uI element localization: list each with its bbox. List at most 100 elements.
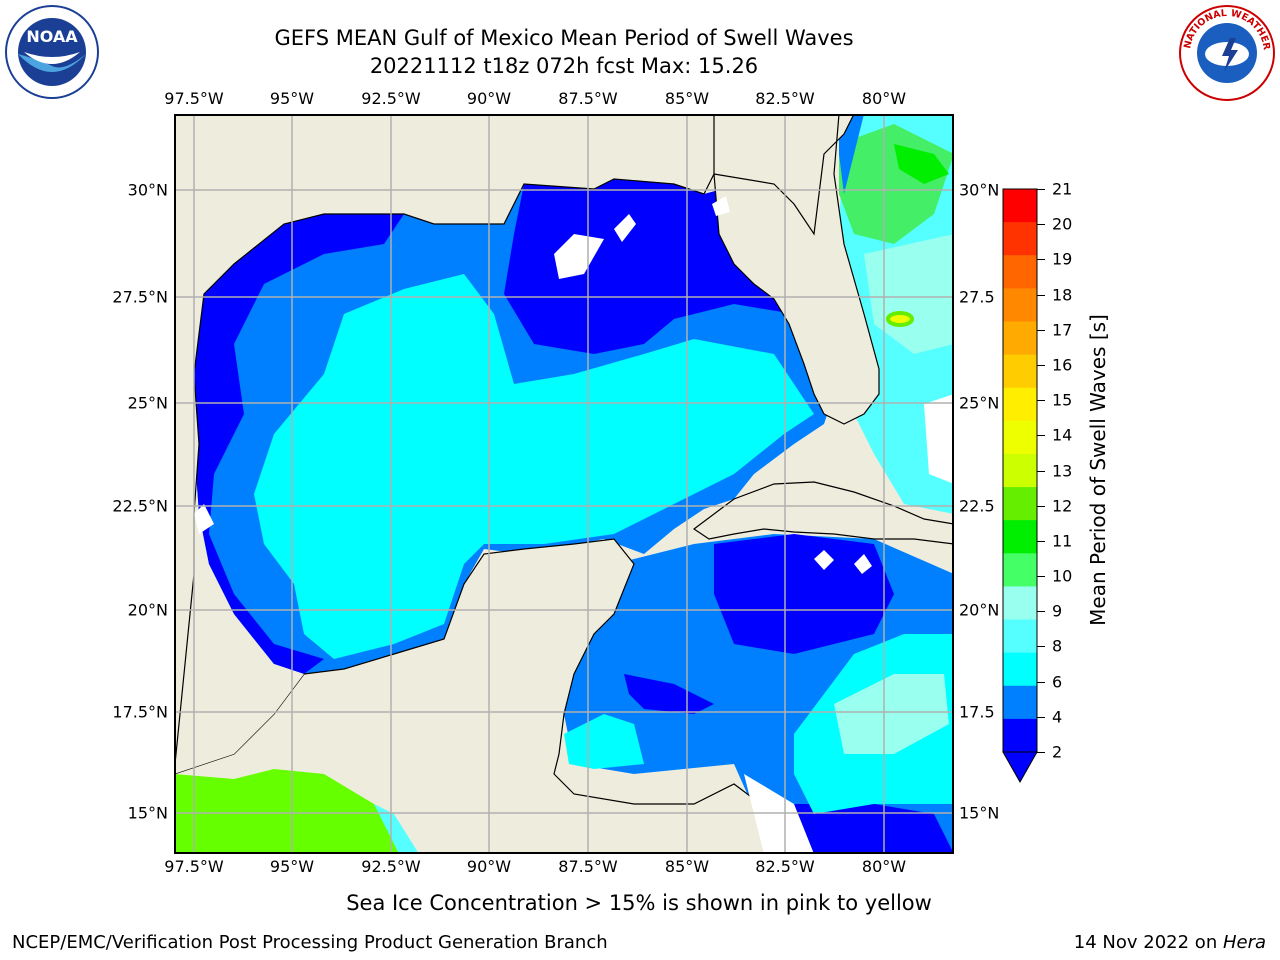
map-panel bbox=[174, 114, 954, 854]
colorbar-tick-label: 6 bbox=[1052, 672, 1063, 692]
colorbar-band bbox=[1003, 189, 1037, 223]
lat-label-right: 17.5 bbox=[959, 702, 995, 722]
colorbar-tick-mark bbox=[1037, 505, 1045, 507]
lon-label-top: 95°W bbox=[269, 89, 315, 108]
white-patch-8 bbox=[194, 504, 214, 534]
colorbar-extend-triangle bbox=[1002, 751, 1038, 784]
lat-label-left: 25°N bbox=[127, 393, 168, 413]
colorbar-band bbox=[1003, 520, 1037, 554]
colorbar-tick-label: 10 bbox=[1052, 566, 1073, 586]
yucatan-land bbox=[174, 538, 795, 854]
colorbar bbox=[1002, 188, 1038, 784]
colorbar-tick-label: 19 bbox=[1052, 249, 1073, 269]
lat-label-right: 30°N bbox=[959, 180, 1000, 200]
colorbar-tick-label: 15 bbox=[1052, 390, 1073, 410]
colorbar-band bbox=[1003, 420, 1037, 455]
lon-label-bottom: 90°W bbox=[466, 857, 512, 876]
colorbar-tick-mark bbox=[1037, 435, 1045, 437]
west-land bbox=[174, 114, 715, 854]
caribbean-swell-cyan-2 bbox=[564, 714, 644, 769]
lat-label-left: 30°N bbox=[127, 180, 168, 200]
colorbar-band bbox=[1003, 222, 1037, 256]
colorbar-tick-label: 14 bbox=[1052, 425, 1073, 445]
white-patch-5 bbox=[854, 554, 872, 574]
lon-label-top: 80°W bbox=[861, 89, 907, 108]
colorbar-tick-label: 18 bbox=[1052, 285, 1073, 305]
colorbar-label: Mean Period of Swell Waves [s] bbox=[1086, 314, 1110, 626]
pacific-swell-cyan bbox=[374, 804, 419, 854]
white-patch-4 bbox=[814, 550, 834, 570]
colorbar-tick-mark bbox=[1037, 576, 1045, 578]
atlantic-swell-deep bbox=[839, 114, 864, 194]
colorbar-tick-mark bbox=[1037, 540, 1045, 542]
lat-label-left: 15°N bbox=[127, 803, 168, 823]
gulf-swell-cyan bbox=[254, 274, 814, 659]
map-frame bbox=[174, 114, 954, 854]
lat-label-right: 25°N bbox=[959, 393, 1000, 413]
lat-label-right: 15°N bbox=[959, 803, 1000, 823]
colorbar-tick-mark bbox=[1037, 294, 1045, 296]
lon-label-bottom: 92.5°W bbox=[361, 857, 421, 876]
lat-label-right: 20°N bbox=[959, 600, 1000, 620]
graticule bbox=[174, 114, 954, 854]
colorbar-tick-mark bbox=[1037, 681, 1045, 683]
caribbean-swell-deep-2 bbox=[624, 674, 714, 714]
lon-label-top: 97.5°W bbox=[164, 89, 224, 108]
colorbar-band bbox=[1003, 718, 1037, 753]
lon-label-top: 85°W bbox=[664, 89, 710, 108]
colorbar-tick-mark bbox=[1037, 400, 1045, 402]
mexico-south-land bbox=[174, 664, 304, 774]
colorbar-tick-mark bbox=[1037, 716, 1045, 718]
colorbar-tick-label: 20 bbox=[1052, 214, 1073, 234]
colorbar-band bbox=[1003, 685, 1037, 720]
colorbar-tick-label: 4 bbox=[1052, 707, 1063, 727]
white-patch-2 bbox=[614, 214, 636, 242]
colorbar-tick-mark bbox=[1037, 259, 1045, 261]
colorbar-band bbox=[1003, 652, 1037, 687]
atlantic-swell-bright-green bbox=[894, 144, 949, 184]
atlantic-swell-pale bbox=[864, 234, 954, 354]
pacific-swell-green bbox=[174, 769, 404, 854]
white-patch-6 bbox=[924, 394, 954, 484]
colorbar-tick-label: 11 bbox=[1052, 531, 1073, 551]
colorbar-band bbox=[1003, 586, 1037, 621]
colorbar-tick-label: 13 bbox=[1052, 461, 1073, 480]
colorbar-band bbox=[1003, 453, 1037, 488]
colorbar-band bbox=[1003, 619, 1037, 654]
caribbean-swell-deep bbox=[714, 534, 894, 654]
map-subtitle: 20221112 t18z 072h fcst Max: 15.26 bbox=[369, 54, 759, 78]
colorbar-tick-mark bbox=[1037, 646, 1045, 648]
sea-ice-note: Sea Ice Concentration > 15% is shown in … bbox=[346, 891, 932, 915]
colorbar-tick-mark bbox=[1037, 329, 1045, 331]
lat-label-left: 27.5°N bbox=[112, 287, 168, 307]
lat-label-right: 27.5 bbox=[959, 287, 995, 307]
lon-label-bottom: 95°W bbox=[269, 857, 315, 876]
lon-label-top: 90°W bbox=[466, 89, 512, 108]
caribbean-swell-pale bbox=[834, 674, 949, 754]
lon-label-top: 92.5°W bbox=[361, 89, 421, 108]
lon-label-bottom: 85°W bbox=[664, 857, 710, 876]
lat-label-right: 22.5 bbox=[959, 496, 995, 516]
white-patch-3 bbox=[712, 196, 730, 216]
colorbar-tick-mark bbox=[1037, 364, 1045, 366]
lon-label-bottom: 82.5°W bbox=[755, 857, 815, 876]
colorbar-tick-label: 21 bbox=[1052, 179, 1073, 199]
lon-label-bottom: 87.5°W bbox=[558, 857, 618, 876]
colorbar-band bbox=[1003, 553, 1037, 587]
lon-label-top: 87.5°W bbox=[558, 89, 618, 108]
colorbar-band bbox=[1003, 487, 1037, 521]
footer-left: NCEP/EMC/Verification Post Processing Pr… bbox=[12, 932, 608, 953]
lat-label-left: 17.5°N bbox=[112, 702, 168, 722]
noaa-logo-text: NOAA bbox=[26, 27, 78, 46]
footer-right: 14 Nov 2022 on Hera bbox=[1074, 932, 1266, 953]
cuba-land bbox=[692, 481, 954, 545]
lat-label-left: 20°N bbox=[127, 600, 168, 620]
colorbar-tick-mark bbox=[1037, 470, 1045, 472]
noaa-logo: NOAA bbox=[5, 5, 99, 99]
lon-label-bottom: 97.5°W bbox=[164, 857, 224, 876]
lon-label-top: 82.5°W bbox=[755, 89, 815, 108]
colorbar-tick-label: 16 bbox=[1052, 355, 1073, 375]
colorbar-tick-label: 8 bbox=[1052, 636, 1063, 656]
white-patch-1 bbox=[554, 234, 604, 279]
map-title: GEFS MEAN Gulf of Mexico Mean Period of … bbox=[274, 26, 854, 50]
